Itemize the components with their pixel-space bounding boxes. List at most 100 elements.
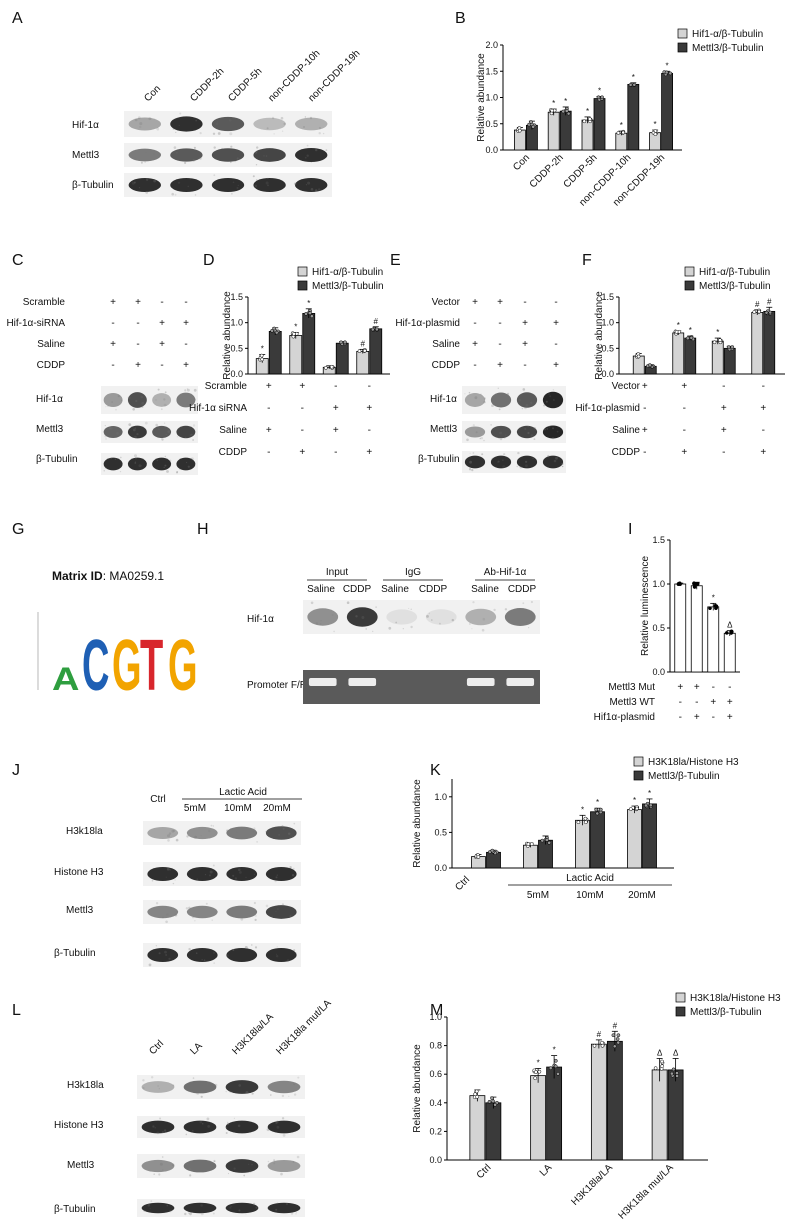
blot-speckle — [188, 1212, 190, 1214]
bar — [559, 110, 572, 151]
chart-M: 0.0 0.2 0.4 0.6 0.8 1.0 Relative abundance * * # #… — [412, 992, 781, 1219]
blot-speckle — [290, 1212, 294, 1215]
legend-label: H3K18la/Histone H3 — [648, 757, 739, 768]
blot-speckle — [213, 962, 216, 964]
blot-band — [425, 609, 457, 625]
blot-band — [186, 826, 218, 840]
blot-speckle — [355, 615, 358, 618]
bar — [302, 313, 316, 375]
blot-band — [128, 117, 162, 131]
blot-mettl3 — [124, 143, 332, 167]
blot-speckle — [186, 1084, 189, 1086]
blot-tubulin — [101, 453, 198, 475]
blot-speckle — [192, 159, 195, 162]
blot-tubulin — [124, 173, 332, 197]
data-point — [490, 1096, 494, 1101]
blot-speckle — [255, 150, 258, 153]
significance-mark: Δ — [657, 1048, 663, 1057]
condition-sign: + — [642, 381, 648, 392]
matrix-id-label: Matrix ID — [52, 569, 103, 583]
bar — [707, 606, 720, 673]
blot-speckle — [135, 399, 138, 403]
blot-speckle — [240, 917, 244, 921]
blot-speckle — [361, 616, 365, 619]
blot-speckle — [136, 433, 139, 436]
condition-label: Scramble — [205, 381, 248, 392]
blot-background — [137, 1199, 305, 1217]
panel-letter: E — [390, 252, 401, 269]
blot-speckle — [192, 424, 196, 427]
blot-speckle — [211, 919, 213, 921]
data-point — [616, 1033, 621, 1038]
blot-speckle — [303, 126, 305, 128]
data-point — [375, 327, 379, 332]
row-label: Histone H3 — [54, 1120, 104, 1131]
blot-speckle — [190, 457, 194, 461]
blot-speckle — [194, 194, 197, 196]
y-axis-label: Relative abundance — [412, 779, 423, 868]
condition-sign: - — [160, 297, 163, 308]
condition-label: Hif-1α siRNA — [189, 403, 247, 414]
condition-sign: - — [643, 403, 646, 414]
lane-label: Saline — [381, 584, 409, 595]
legend-label: H3K18la/Histone H3 — [690, 993, 781, 1004]
condition-label: Hif-1α-plasmid — [575, 403, 640, 414]
blot-speckle — [521, 407, 524, 410]
blot-speckle — [232, 181, 235, 184]
blot-speckle — [117, 395, 120, 398]
motif-letter: T — [140, 626, 163, 706]
blot-speckle — [238, 868, 241, 871]
blot-speckle — [177, 181, 181, 184]
blot-speckle — [243, 1174, 246, 1177]
data-point — [628, 83, 633, 87]
blot-speckle — [491, 404, 494, 407]
data-point — [724, 631, 729, 635]
bar — [514, 129, 526, 151]
blot-speckle — [225, 1091, 227, 1093]
x-tick-label: 20mM — [628, 890, 656, 901]
blot-speckle — [517, 451, 520, 455]
y-tick-label: 0.5 — [485, 119, 498, 129]
significance-mark: * — [712, 593, 715, 602]
blot-band — [170, 177, 203, 193]
condition-sign: + — [135, 360, 141, 371]
blot-speckle — [217, 132, 221, 135]
blot-speckle — [289, 915, 292, 918]
data-point — [487, 1099, 492, 1104]
blot-band — [127, 457, 147, 471]
data-point — [678, 582, 682, 587]
blot-band — [141, 1202, 175, 1214]
blot-speckle — [288, 832, 291, 835]
blot-band — [170, 148, 203, 162]
blot-speckle — [365, 628, 368, 630]
blot-speckle — [254, 918, 257, 922]
blot-speckle — [282, 1134, 286, 1137]
blot-speckle — [483, 401, 486, 404]
blot-speckle — [189, 178, 191, 180]
blot-speckle — [266, 1128, 270, 1132]
data-point — [583, 820, 588, 825]
data-point — [490, 848, 495, 853]
blot-tubulin — [137, 1199, 305, 1217]
blot-speckle — [556, 430, 559, 433]
row-label: Promoter F/R — [247, 680, 307, 691]
data-point — [612, 1044, 617, 1049]
blot-speckle — [148, 963, 152, 967]
blot-speckle — [133, 157, 137, 161]
row-label: Mettl3 — [67, 1160, 95, 1171]
blot-speckle — [251, 944, 253, 946]
blot-band — [176, 392, 196, 408]
blot-speckle — [207, 1125, 211, 1128]
chart-B: 0.0 0.5 1.0 1.5 2.0 Relative abundance * * * * * * *… — [476, 28, 764, 208]
y-tick-label: 0.4 — [429, 1098, 442, 1108]
blot-speckle — [195, 952, 198, 954]
blot-speckle — [439, 623, 441, 625]
blot-speckle — [474, 396, 478, 400]
y-tick-label: 1.0 — [429, 1012, 442, 1022]
data-point — [726, 345, 731, 349]
blot-speckle — [230, 145, 233, 148]
condition-sign: - — [712, 712, 715, 723]
blot-speckle — [297, 1076, 300, 1079]
significance-mark: * — [552, 99, 555, 108]
data-point — [664, 70, 669, 75]
